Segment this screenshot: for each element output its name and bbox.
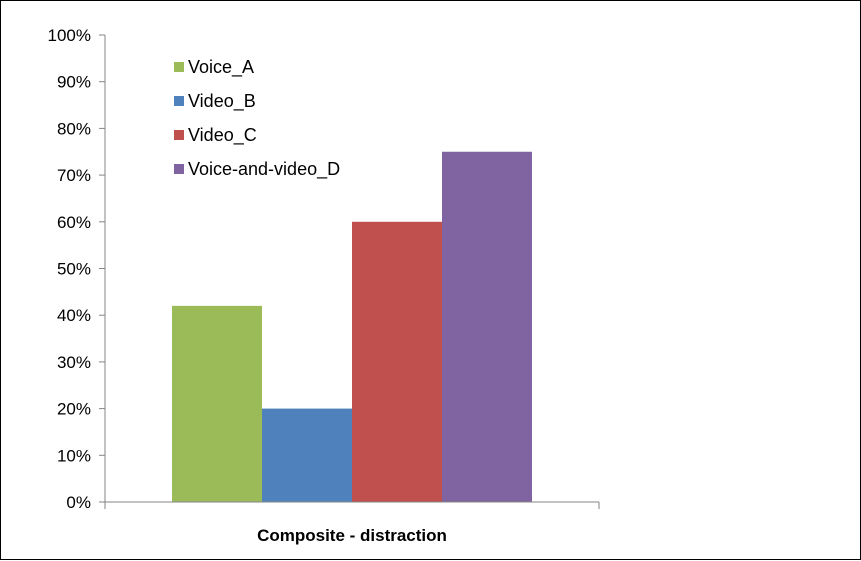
y-tick-label: 20% [57,400,91,419]
legend-swatch [174,164,184,174]
y-tick-label: 50% [57,260,91,279]
y-tick-label: 80% [57,119,91,138]
legend-label: Video_B [188,91,256,112]
bar-voice-a [172,305,262,502]
y-tick-label: 90% [57,73,91,92]
y-tick-label: 70% [57,166,91,185]
y-tick-label: 40% [57,306,91,325]
bar-video-b [262,408,352,502]
y-tick-label: 30% [57,353,91,372]
legend-label: Voice-and-video_D [188,159,340,180]
y-tick-label: 100% [48,26,91,45]
legend: Voice_A Video_B Video_C Voice-and-video_D [174,57,340,180]
legend-item: Video_B [174,91,256,112]
legend-item: Video_C [174,125,257,146]
legend-label: Video_C [188,125,257,146]
y-tick-label: 0% [66,493,91,512]
x-axis: Composite - distraction [104,501,600,545]
legend-swatch [174,62,184,72]
legend-label: Voice_A [188,57,254,78]
y-tick-label: 10% [57,446,91,465]
legend-item: Voice_A [174,57,254,78]
legend-swatch [174,96,184,106]
legend-swatch [174,130,184,140]
bar-video-c [352,221,442,503]
x-category-label: Composite - distraction [257,526,447,545]
y-axis: 0% 10% 20% 30% 40% 50% 60% 70% 80% 90% 100% [48,26,106,512]
y-tick-label: 60% [57,213,91,232]
bar-voice-and-video-d [442,151,532,502]
bars [172,151,532,503]
legend-item: Voice-and-video_D [174,159,340,180]
